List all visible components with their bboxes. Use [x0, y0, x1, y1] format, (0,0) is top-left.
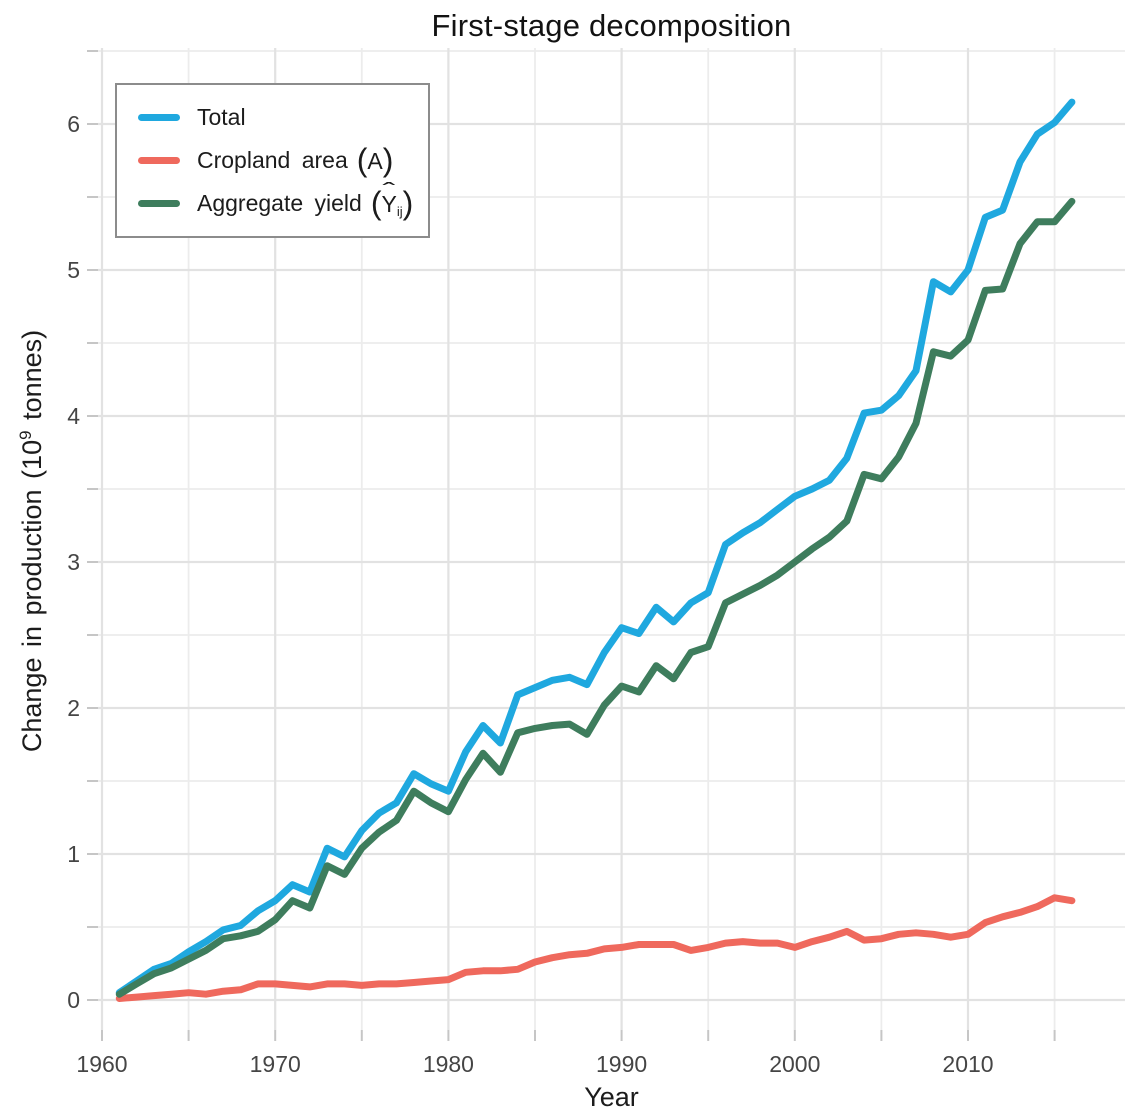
- legend-item-total: Total: [117, 96, 428, 139]
- legend-item-math-symbol: (Y ˆ ij): [370, 180, 414, 221]
- hat-accent: ˆ: [382, 180, 396, 202]
- x-tick-label: 1960: [76, 1051, 127, 1077]
- x-axis-title: Year: [584, 1082, 639, 1112]
- y-tick-label: 2: [67, 695, 80, 721]
- y-tick-label: 4: [67, 403, 80, 429]
- x-tick-label: 1990: [596, 1051, 647, 1077]
- series-line-cropland-area-a: [115, 894, 1076, 1002]
- legend-item-label: Cropland area: [197, 147, 348, 173]
- x-tick-label: 1980: [423, 1051, 474, 1077]
- series-line-total: [115, 98, 1076, 997]
- chart-title: First-stage decomposition: [431, 8, 792, 43]
- y-tick-label: 5: [67, 257, 80, 283]
- legend-item-aggregate-yield: Aggregate yield (Y ˆ ij): [117, 180, 428, 225]
- legend-line-swatch: [138, 157, 180, 164]
- legend: Total Cropland area (A) Aggregate yield (Y ˆ i…: [115, 83, 430, 238]
- x-tick-label: 2010: [942, 1051, 993, 1077]
- x-tick-label: 1970: [250, 1051, 301, 1077]
- y-axis-title-text: Change in production (10: [17, 439, 47, 753]
- y-tick-label: 6: [67, 111, 80, 137]
- y-tick-label: 1: [67, 841, 80, 867]
- y-axis-title: Change in production (109 tonnes): [16, 330, 48, 752]
- legend-line-swatch: [138, 200, 180, 207]
- legend-item-cropland-area: Cropland area (A): [117, 139, 428, 182]
- x-tick-label: 2000: [769, 1051, 820, 1077]
- legend-line-swatch: [138, 114, 180, 121]
- legend-item-label: Aggregate yield: [197, 190, 362, 216]
- y-axis-title-text-2: tonnes): [17, 329, 47, 431]
- legend-item-label: Total: [197, 104, 246, 130]
- y-tick-label: 0: [67, 987, 80, 1013]
- series-line-aggregate-yield-ij: [115, 197, 1076, 998]
- y-tick-label: 3: [67, 549, 80, 575]
- legend-item-math-symbol: (A): [356, 142, 394, 178]
- y-axis-title-superscript: 9: [16, 430, 35, 440]
